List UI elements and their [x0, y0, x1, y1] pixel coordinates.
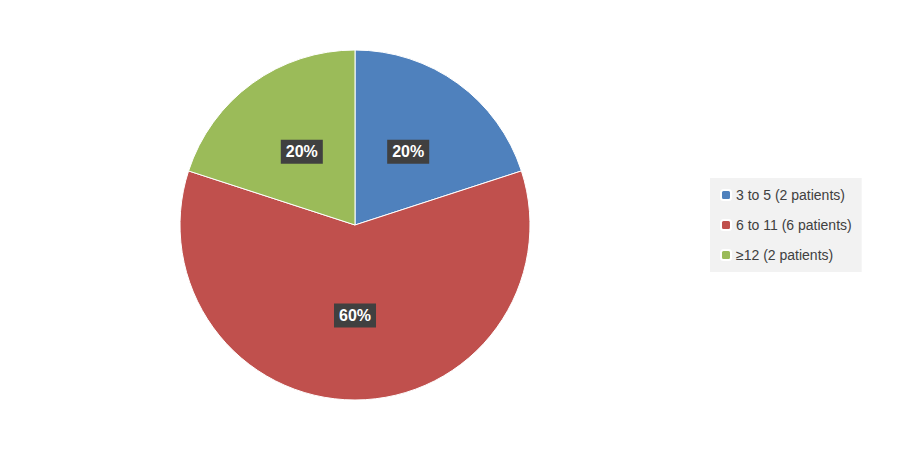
svg-text:20%: 20% [286, 143, 318, 160]
svg-text:≥12 (2 patients): ≥12 (2 patients) [736, 247, 833, 263]
svg-text:3 to 5 (2 patients): 3 to 5 (2 patients) [736, 187, 845, 203]
svg-text:60%: 60% [339, 307, 371, 324]
svg-text:6 to 11 (6 patients): 6 to 11 (6 patients) [736, 217, 852, 233]
svg-text:20%: 20% [392, 143, 424, 160]
